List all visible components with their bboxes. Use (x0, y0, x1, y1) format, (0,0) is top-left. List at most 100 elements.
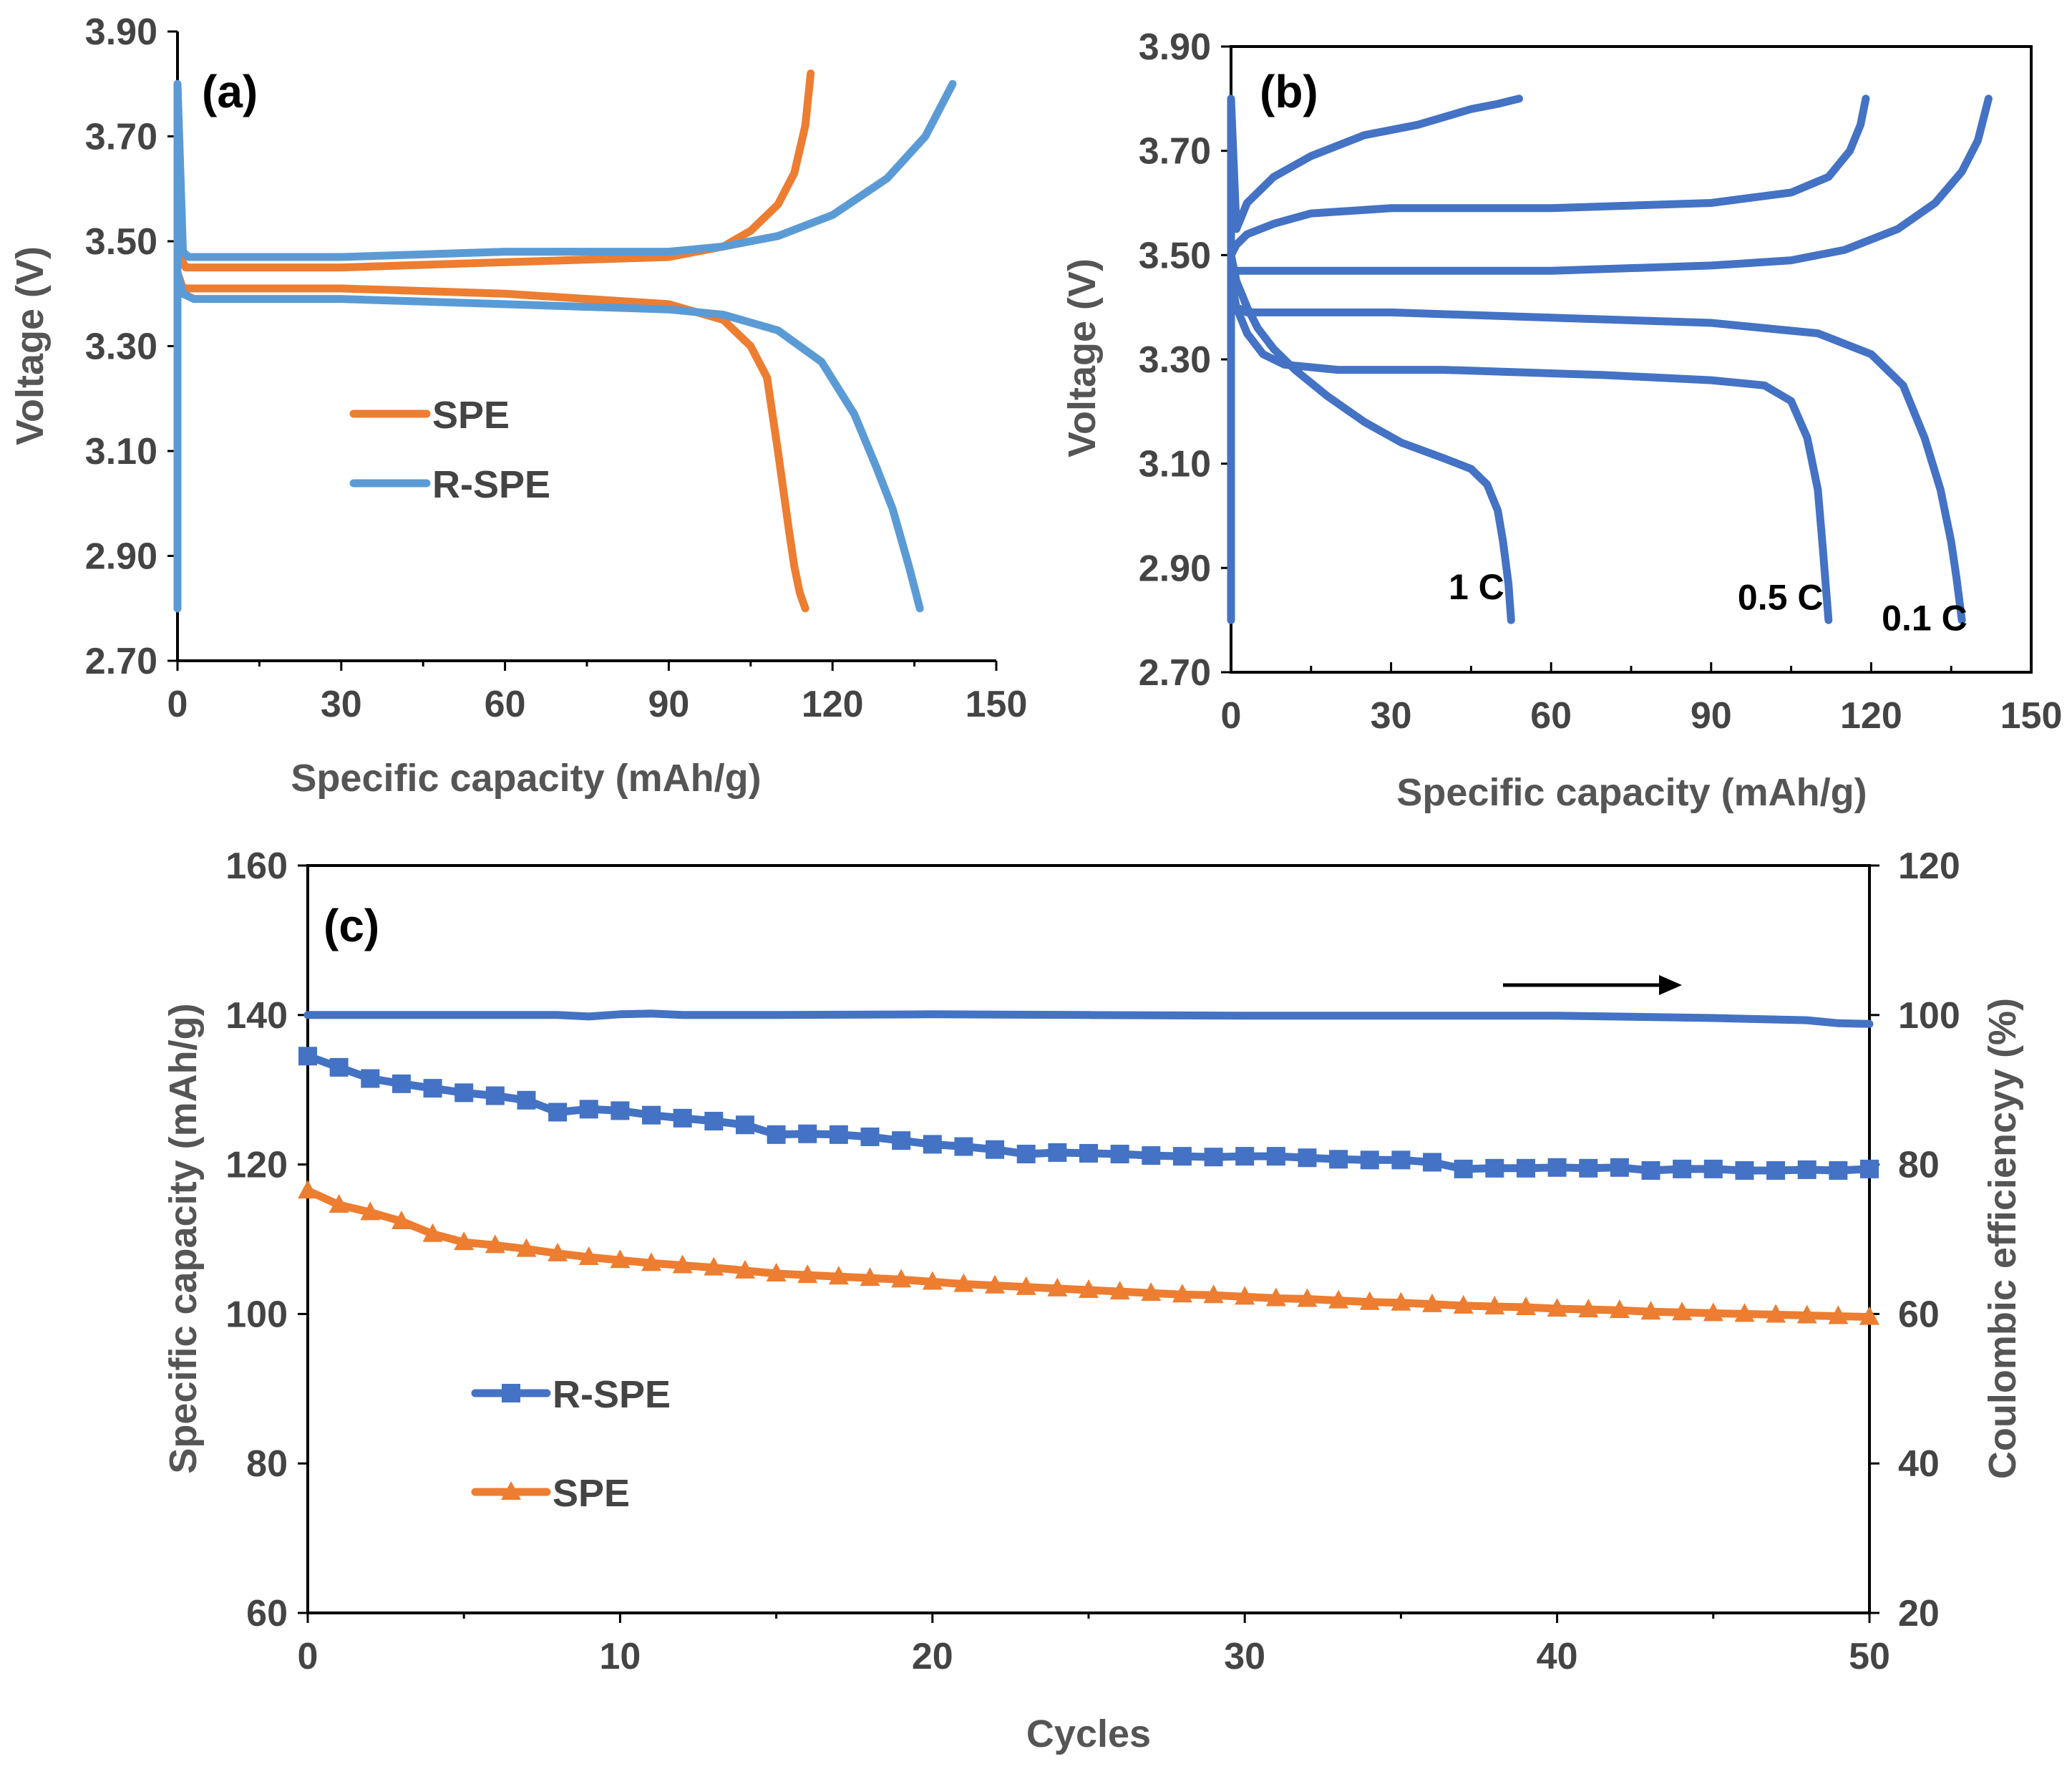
data-point (329, 1057, 349, 1077)
series-coulombic-efficiency (303, 1009, 1874, 1028)
legend-label: SPE (432, 394, 510, 437)
data-point (1766, 1304, 1786, 1323)
data-point (923, 1135, 942, 1154)
x-axis-title: Specific capacity (mAh/g) (291, 757, 761, 800)
data-point (1735, 1160, 1754, 1180)
data-point (1110, 1144, 1129, 1163)
x-axis-title: Cycles (1026, 1712, 1151, 1755)
data-point (1516, 1158, 1535, 1178)
data-point (1142, 1146, 1161, 1165)
data-point (986, 1140, 1005, 1159)
data-point (578, 1246, 599, 1266)
x-axis-title: Specific capacity (mAh/g) (1396, 771, 1867, 814)
data-point (1579, 1158, 1598, 1178)
panel-label: (c) (324, 900, 379, 951)
data-point (954, 1137, 973, 1156)
data-point (1328, 1289, 1349, 1309)
data-point (1796, 1304, 1817, 1324)
legend-marker (502, 1384, 520, 1402)
y2-tick-label: 80 (1898, 1145, 1940, 1186)
data-point (548, 1242, 568, 1261)
data-point (1079, 1143, 1098, 1163)
series-line (1227, 94, 1523, 624)
data-point (1203, 1284, 1224, 1304)
data-point (892, 1131, 911, 1150)
series-r-spe (173, 268, 924, 613)
x-tick-label: 30 (321, 684, 362, 725)
y-tick-label: 3.50 (85, 221, 157, 263)
y-tick-label: 2.90 (1139, 548, 1211, 589)
legend-label: R-SPE (553, 1373, 671, 1416)
x-tick-label: 60 (1530, 695, 1572, 737)
chart-panel-b: 0 30 60 90 120 150 2.70 2.90 3.10 3.30 3.50 3.70 3.9… (1061, 26, 2062, 814)
data-point (1235, 1286, 1255, 1305)
x-tick-label: 90 (648, 684, 689, 725)
y-tick-label: 2.70 (1139, 652, 1211, 694)
data-point (1016, 1144, 1036, 1163)
data-point (454, 1231, 475, 1251)
series-0-1-c-discharge (1227, 282, 1966, 624)
legend-marker (501, 1481, 521, 1500)
y2-tick-label: 100 (1898, 995, 1960, 1037)
data-point (798, 1124, 817, 1143)
x-tick-label: 0 (298, 1636, 318, 1677)
x-tick-label: 150 (966, 684, 1028, 725)
y-tick-label: 120 (225, 1145, 288, 1186)
data-point (517, 1090, 536, 1110)
data-point (1515, 1297, 1536, 1316)
y-tick-label: 3.30 (85, 326, 157, 368)
series-line (303, 1186, 1874, 1322)
data-point (485, 1234, 505, 1254)
data-point (922, 1271, 943, 1290)
y-tick-label: 3.30 (1139, 339, 1211, 381)
y2-tick-label: 40 (1898, 1443, 1940, 1485)
data-point (1360, 1150, 1379, 1170)
data-point (1547, 1298, 1567, 1317)
data-point (1485, 1158, 1504, 1178)
x-tick-label: 60 (485, 684, 526, 725)
data-point (1266, 1147, 1285, 1166)
data-point (1797, 1160, 1816, 1179)
series-line (1227, 94, 1993, 280)
data-point (891, 1269, 912, 1288)
data-point (1640, 1301, 1661, 1320)
x-tick-label: 120 (802, 684, 864, 725)
data-point (1609, 1299, 1630, 1319)
data-point (422, 1223, 443, 1242)
data-point (673, 1108, 692, 1128)
data-point (1454, 1159, 1473, 1178)
data-point (860, 1267, 880, 1286)
data-point (1235, 1147, 1255, 1166)
panel-label: (a) (202, 66, 258, 117)
y-tick-label: 3.10 (1139, 444, 1211, 485)
data-point (1204, 1148, 1223, 1167)
data-point (391, 1074, 411, 1093)
series-1-c-charge (1227, 94, 1523, 624)
legend-label: R-SPE (432, 463, 550, 506)
data-point (1860, 1159, 1879, 1178)
data-point (1422, 1293, 1443, 1312)
data-point (829, 1125, 848, 1144)
data-point (704, 1256, 724, 1276)
series-spe (298, 1180, 1879, 1325)
rate-annotation: 1 C (1449, 567, 1504, 607)
x-tick-label: 20 (912, 1636, 953, 1677)
data-point (1610, 1158, 1629, 1177)
legend-label: SPE (553, 1472, 630, 1515)
data-point (1859, 1306, 1879, 1325)
x-tick-label: 90 (1691, 695, 1732, 737)
y-tick-label: 3.10 (85, 431, 157, 472)
y-tick-label: 160 (225, 845, 288, 887)
series-spe (173, 268, 809, 613)
data-point (298, 1047, 317, 1066)
data-point (1079, 1279, 1099, 1298)
data-point (1484, 1295, 1505, 1314)
data-point (454, 1083, 474, 1102)
data-point (1703, 1159, 1723, 1178)
y2-tick-label: 60 (1898, 1294, 1940, 1335)
data-point (485, 1086, 505, 1105)
y2-axis-title: Coulombic efficiencyy (%) (1981, 998, 2024, 1479)
data-point (735, 1115, 754, 1135)
data-point (1109, 1281, 1130, 1300)
